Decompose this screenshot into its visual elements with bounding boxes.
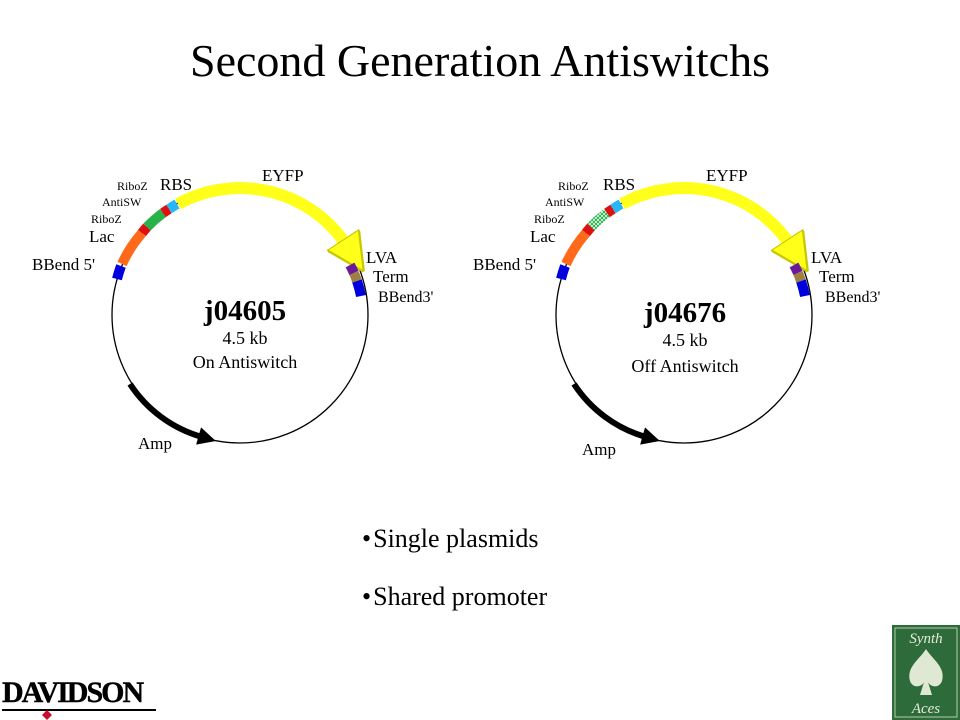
amp-label: Amp	[138, 434, 172, 453]
riboz-segment-bottom	[138, 223, 151, 237]
term-label: Term	[819, 267, 855, 286]
antisw-segment	[143, 208, 167, 231]
riboz-bottom-label: RiboZ	[534, 212, 565, 226]
eyfp-gene-arrow	[619, 182, 791, 246]
antisw-label: AntiSW	[545, 195, 585, 209]
bbend5-segment	[556, 264, 570, 281]
riboz-segment-top	[160, 204, 172, 218]
rbs-segment	[610, 199, 624, 214]
rbs-segment	[166, 199, 180, 214]
riboz-segment-bottom	[582, 223, 595, 237]
antisw-segment	[587, 208, 611, 231]
bullet-item: Shared promoter	[362, 580, 547, 638]
riboz-top-label: RiboZ	[117, 179, 148, 193]
bbend5-segment	[112, 264, 126, 281]
eyfp-label: EYFP	[706, 166, 748, 185]
plasmid-map-j04676: RiboZ RBS EYFP AntiSW RiboZ Lac BBend 5'…	[473, 166, 880, 459]
lva-segment	[789, 262, 803, 276]
lac-label: Lac	[89, 227, 115, 246]
riboz-top-label: RiboZ	[558, 179, 589, 193]
riboz-segment-top	[604, 204, 616, 218]
synth-aces-logo: Synth Aces	[892, 625, 960, 720]
bbend3-segment	[352, 279, 366, 298]
bbend3-label: BBend3'	[378, 289, 433, 306]
bbend5-label: BBend 5'	[473, 255, 536, 274]
term-label: Term	[373, 267, 409, 286]
aces-text: Aces	[911, 701, 940, 717]
plasmid-size: 4.5 kb	[663, 330, 708, 350]
bullet-item: Single plasmids	[362, 522, 547, 580]
term-segment	[793, 271, 806, 283]
davidson-logo: DAVIDSON	[2, 676, 156, 720]
rbs-label: RBS	[160, 175, 192, 194]
lva-label: LVA	[811, 248, 843, 267]
plasmid-description: Off Antiswitch	[631, 356, 738, 376]
bbend5-label: BBend 5'	[32, 255, 95, 274]
amp-label: Amp	[582, 440, 616, 459]
synth-text: Synth	[909, 631, 942, 647]
slide-title: Second Generation Antiswitchs	[189, 35, 770, 86]
bbend3-label: BBend3'	[825, 289, 880, 306]
amp-gene-arrow	[571, 382, 660, 445]
riboz-bottom-label: RiboZ	[91, 212, 122, 226]
bbend3-segment	[796, 279, 810, 298]
lac-label: Lac	[530, 227, 556, 246]
spade-icon	[909, 649, 943, 695]
davidson-underline	[2, 709, 156, 711]
plasmid-size: 4.5 kb	[223, 328, 268, 348]
amp-gene-arrow	[127, 382, 216, 445]
lac-promoter-segment	[117, 229, 146, 267]
plasmid-description: On Antiswitch	[193, 352, 298, 372]
davidson-red-diamond-icon	[42, 710, 52, 720]
plasmid-map-j04605: RiboZ RBS EYFP AntiSW RiboZ Lac BBend 5'…	[32, 166, 433, 453]
eyfp-gene-arrow	[175, 182, 347, 246]
plasmid-name: j04605	[203, 295, 286, 327]
plasmid-name: j04676	[643, 297, 726, 329]
term-segment	[349, 271, 362, 283]
lva-segment	[345, 262, 359, 276]
eyfp-label: EYFP	[262, 166, 304, 185]
davidson-wordmark: DAVIDSON	[2, 676, 144, 709]
rbs-label: RBS	[603, 175, 635, 194]
antisw-label: AntiSW	[102, 195, 142, 209]
lac-promoter-segment	[561, 229, 590, 267]
bullet-list: Single plasmids Shared promoter	[362, 522, 547, 638]
lva-label: LVA	[366, 248, 398, 267]
